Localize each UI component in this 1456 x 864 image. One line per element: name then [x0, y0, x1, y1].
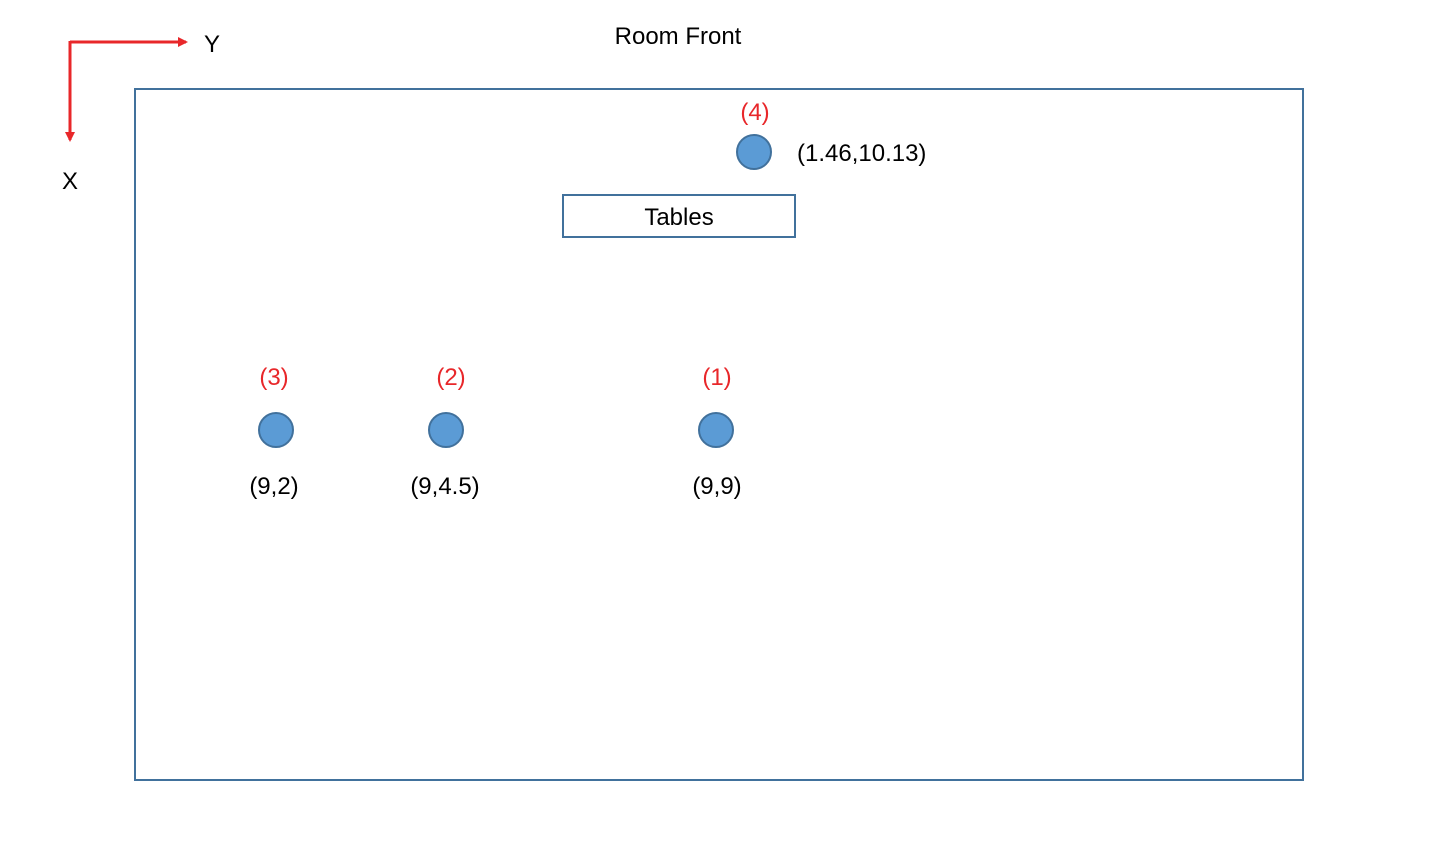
point-marker — [736, 134, 772, 170]
point-coordinate-label: (1.46,10.13) — [797, 140, 926, 167]
point-index-label: (1) — [702, 364, 731, 391]
x-axis-label: X — [62, 168, 78, 195]
point-coordinate-label: (9,4.5) — [410, 473, 479, 500]
tables-label: Tables — [644, 204, 713, 231]
tables-rect — [562, 194, 796, 238]
point-4: (4) (1.46,10.13) — [736, 99, 926, 170]
point-coordinate-label: (9,9) — [692, 473, 741, 500]
point-coordinate-label: (9,2) — [249, 473, 298, 500]
point-index-label: (4) — [740, 99, 769, 126]
point-2: (2) (9,4.5) — [410, 364, 479, 500]
room-front-title: Room Front — [615, 23, 742, 50]
room-outline — [134, 88, 1304, 781]
point-index-label: (3) — [259, 364, 288, 391]
point-marker — [258, 412, 294, 448]
tables-box: Tables — [562, 194, 796, 238]
point-3: (3) (9,2) — [249, 364, 298, 500]
point-marker — [698, 412, 734, 448]
point-1: (1) (9,9) — [692, 364, 741, 500]
y-axis-label: Y — [204, 31, 220, 58]
axis-indicator: Y X — [62, 31, 220, 195]
point-index-label: (2) — [436, 364, 465, 391]
point-marker — [428, 412, 464, 448]
